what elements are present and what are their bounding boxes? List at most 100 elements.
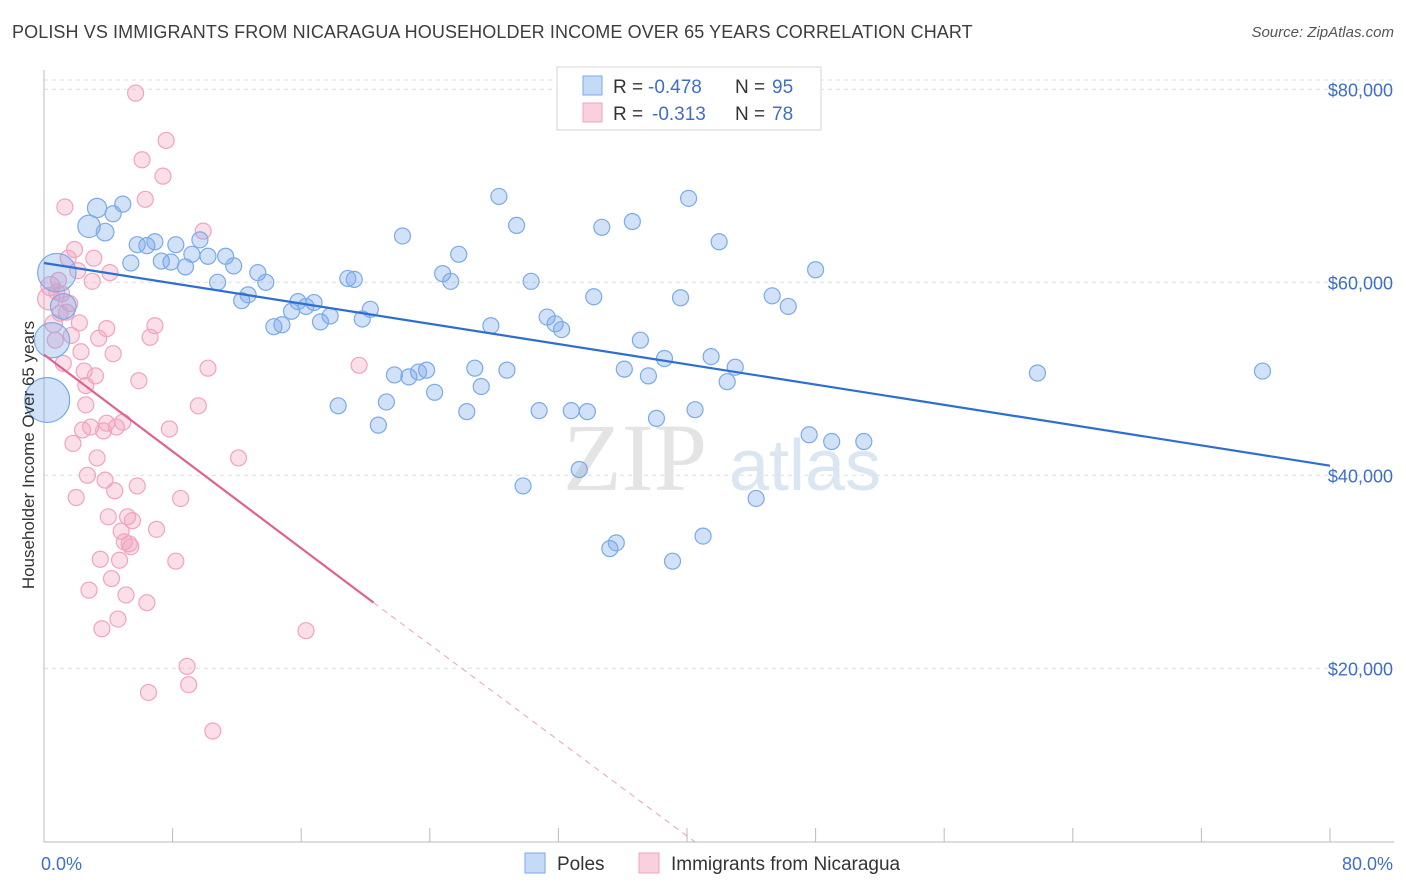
poles-point-74 bbox=[639, 367, 658, 385]
nicaragua-point-52 bbox=[138, 594, 156, 612]
nicaragua-point-66 bbox=[204, 722, 222, 740]
nicaragua-point-15 bbox=[72, 343, 90, 361]
gridlines bbox=[44, 79, 1392, 669]
poles-point-19 bbox=[199, 247, 217, 265]
poles-point-17 bbox=[183, 245, 201, 263]
nicaragua-point-12 bbox=[65, 240, 84, 259]
poles-point-57 bbox=[508, 216, 526, 234]
nicaragua-point-60 bbox=[172, 489, 190, 508]
legend-r-value-poles: -0.478 bbox=[648, 77, 702, 98]
poles-point-73 bbox=[631, 331, 649, 349]
trend-line-poles bbox=[43, 261, 1331, 467]
poles-point-91 bbox=[823, 432, 841, 451]
poles-point-18 bbox=[191, 231, 209, 249]
poles-point-6 bbox=[95, 222, 115, 242]
poles-point-1 bbox=[33, 322, 71, 359]
poles-point-63 bbox=[553, 320, 571, 339]
poles-point-84 bbox=[718, 373, 736, 391]
poles-point-54 bbox=[482, 317, 500, 335]
nicaragua-point-56 bbox=[147, 520, 166, 538]
poles-point-9 bbox=[122, 254, 140, 272]
watermark-zip: ZIP bbox=[563, 404, 707, 511]
poles-point-92 bbox=[855, 432, 873, 451]
poles-point-14 bbox=[162, 253, 180, 271]
legend-r-value-nicaragua: -0.313 bbox=[652, 104, 706, 125]
poles-point-88 bbox=[779, 297, 797, 316]
poles-point-77 bbox=[663, 552, 682, 570]
poles-point-2 bbox=[37, 252, 77, 293]
axes bbox=[43, 70, 1394, 843]
x-tick-label-0: 0.0% bbox=[41, 854, 82, 874]
nicaragua-point-38 bbox=[109, 610, 127, 628]
nicaragua-point-61 bbox=[178, 657, 196, 675]
poles-point-76 bbox=[655, 349, 674, 368]
legend-n-value-nicaragua: 78 bbox=[772, 104, 793, 125]
poles-point-44 bbox=[400, 368, 418, 386]
nicaragua-point-22 bbox=[83, 272, 101, 290]
poles-point-79 bbox=[680, 189, 698, 207]
nicaragua-point-7 bbox=[56, 198, 74, 216]
poles-point-86 bbox=[747, 489, 765, 508]
poles-point-0 bbox=[24, 377, 71, 424]
nicaragua-point-13 bbox=[67, 488, 85, 507]
poles-point-70 bbox=[607, 534, 625, 552]
poles-point-26 bbox=[257, 273, 275, 291]
poles-point-51 bbox=[458, 403, 476, 421]
poles-point-12 bbox=[146, 233, 164, 251]
poles-point-32 bbox=[305, 293, 323, 312]
trend-line-nicaragua-extension bbox=[373, 602, 696, 843]
poles-point-3 bbox=[49, 293, 77, 320]
bottom-legend-label-poles: Poles bbox=[557, 854, 605, 875]
poles-point-36 bbox=[339, 269, 357, 288]
legend-swatch-nicaragua bbox=[582, 102, 603, 123]
nicaragua-point-59 bbox=[167, 552, 185, 570]
poles-point-71 bbox=[615, 360, 633, 378]
correlation-legend: R = -0.478 N = 95 R = -0.313 N = 78 bbox=[556, 66, 822, 131]
poles-point-20 bbox=[209, 273, 227, 291]
chart-title: POLISH VS IMMIGRANTS FROM NICARAGUA HOUS… bbox=[12, 22, 973, 42]
poles-point-49 bbox=[442, 272, 460, 290]
nicaragua-point-53 bbox=[139, 683, 158, 702]
poles-point-55 bbox=[490, 187, 508, 206]
nicaragua-point-64 bbox=[194, 222, 212, 240]
poles-point-4 bbox=[77, 214, 101, 239]
nicaragua-point-23 bbox=[85, 249, 103, 267]
nicaragua-point-18 bbox=[77, 396, 95, 414]
nicaragua-point-19 bbox=[78, 466, 97, 484]
poles-point-34 bbox=[321, 307, 339, 325]
poles-point-40 bbox=[369, 416, 387, 434]
nicaragua-point-17 bbox=[75, 362, 93, 380]
nicaragua-point-21 bbox=[82, 418, 100, 436]
nicaragua-point-55 bbox=[146, 317, 164, 335]
poles-point-42 bbox=[385, 366, 404, 384]
nicaragua-point-39 bbox=[110, 551, 129, 569]
poles-point-94 bbox=[1253, 362, 1272, 380]
poles-point-58 bbox=[514, 477, 532, 495]
poles-point-23 bbox=[233, 292, 251, 310]
legend-r-label-poles: R = bbox=[613, 77, 643, 98]
nicaragua-point-48 bbox=[127, 84, 145, 102]
poles-point-56 bbox=[498, 361, 516, 379]
poles-point-37 bbox=[345, 270, 363, 289]
legend-swatch-poles bbox=[582, 75, 603, 96]
nicaragua-point-3 bbox=[46, 331, 64, 349]
y-tick-label-0: $20,000 bbox=[1328, 659, 1393, 679]
x-tick-label-1: 80.0% bbox=[1342, 854, 1393, 874]
poles-point-43 bbox=[393, 227, 412, 245]
poles-point-41 bbox=[377, 393, 395, 411]
trend-lines bbox=[43, 261, 1331, 843]
poles-point-59 bbox=[522, 272, 540, 290]
legend-r-label-nicaragua: R = bbox=[613, 104, 643, 125]
x-tick-labels: 0.0% 80.0% bbox=[41, 854, 1393, 874]
series-legend: Poles Immigrants from Nicaragua bbox=[524, 852, 901, 875]
poles-point-80 bbox=[686, 401, 704, 419]
poles-point-78 bbox=[671, 289, 690, 307]
nicaragua-point-27 bbox=[91, 550, 109, 568]
nicaragua-point-65 bbox=[199, 359, 217, 377]
bottom-legend-label-nicaragua: Immigrants from Nicaragua bbox=[671, 854, 901, 875]
nicaragua-point-68 bbox=[297, 622, 315, 640]
poles-point-5 bbox=[86, 197, 108, 219]
series-poles-points bbox=[24, 187, 1272, 570]
nicaragua-point-57 bbox=[154, 167, 172, 185]
